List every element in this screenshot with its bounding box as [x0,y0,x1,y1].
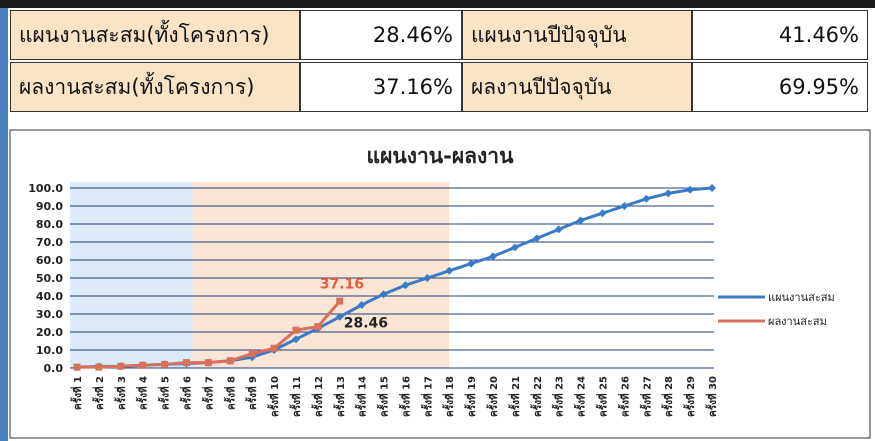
point-marker [642,194,651,203]
point-marker [292,326,300,334]
point-marker [664,189,673,198]
x-tick-label: ครั้งที่ 5 [158,376,172,410]
x-tick-label: ครั้งที่ 9 [245,376,259,410]
x-tick-label: ครั้งที่ 1 [70,376,84,410]
x-tick-label: ครั้งที่ 8 [223,376,237,410]
shade-region [70,182,193,368]
label-cell: ผลงานสะสม(ทั้งโครงการ) [10,62,300,112]
x-tick-label: ครั้งที่ 14 [355,376,369,417]
x-tick-label: ครั้งที่ 25 [596,376,610,417]
point-marker [139,361,147,369]
x-tick-label: ครั้งที่ 10 [267,376,281,417]
point-marker [554,225,563,234]
point-marker [576,216,585,225]
point-marker [291,335,300,344]
x-tick-label: ครั้งที่ 13 [333,376,347,417]
legend-label: แผนงานสะสม [768,291,835,304]
x-tick-label: ครั้งที่ 17 [420,376,434,417]
chart-title: แผนงาน-ผลงาน [367,144,515,168]
x-tick-label: ครั้งที่ 16 [398,376,412,417]
value-cell: 37.16% [300,62,462,112]
y-tick-label: 20.0 [36,326,63,339]
legend-label: ผลงานสะสม [768,315,827,328]
point-marker [401,281,410,290]
x-tick-label: ครั้งที่ 21 [508,376,522,417]
y-tick-label: 100.0 [28,182,63,195]
label-cell: ผลงานปีปัจจุบัน [462,62,692,112]
y-tick-label: 70.0 [36,236,63,249]
x-tick-label: ครั้งที่ 28 [661,376,675,417]
x-tick-label: ครั้งที่ 6 [179,376,193,410]
point-marker [270,344,278,352]
value-cell: 41.46% [692,10,868,60]
x-tick-label: ครั้งที่ 22 [530,376,544,417]
point-marker [708,184,716,192]
x-tick-label: ครั้งที่ 29 [683,376,697,417]
top-bar [0,0,875,8]
point-marker [423,274,432,282]
point-marker [467,259,476,268]
point-marker [379,290,388,299]
x-tick-label: ครั้งที่ 11 [289,376,303,417]
y-tick-label: 90.0 [36,200,63,213]
point-marker [117,362,125,370]
y-tick-label: 30.0 [36,308,63,321]
x-tick-label: ครั้งที่ 20 [486,376,500,417]
point-marker [248,350,256,358]
point-marker [686,185,695,194]
point-marker [161,360,169,368]
point-marker [357,301,366,309]
point-marker [182,359,190,367]
x-tick-label: ครั้งที่ 27 [639,376,653,417]
side-stripe [0,8,8,441]
y-tick-label: 10.0 [36,344,63,357]
point-marker [95,363,103,371]
annotation: 37.16 [320,277,364,293]
x-tick-label: ครั้งที่ 15 [377,376,391,417]
point-marker [335,312,344,321]
x-tick-label: ครั้งที่ 7 [201,376,215,410]
x-tick-label: ครั้งที่ 26 [617,376,631,417]
label-cell: แผนงานสะสม(ทั้งโครงการ) [10,10,300,60]
x-tick-label: ครั้งที่ 4 [136,376,150,410]
point-marker [73,363,81,371]
point-marker [510,243,519,252]
x-tick-label: ครั้งที่ 19 [464,376,478,417]
point-marker [314,323,322,331]
x-tick-label: ครั้งที่ 12 [311,376,325,417]
y-tick-label: 80.0 [36,218,63,231]
x-tick-label: ครั้งที่ 2 [92,376,106,410]
point-marker [204,359,212,367]
label-cell: แผนงานปีปัจจุบัน [462,10,692,60]
point-marker [226,357,234,365]
y-tick-label: 50.0 [36,272,63,285]
y-tick-label: 60.0 [36,254,63,267]
point-marker [620,202,629,210]
y-tick-label: 40.0 [36,290,63,303]
annotation: 28.46 [344,316,388,332]
value-cell: 69.95% [692,62,868,112]
point-marker [489,252,498,261]
y-tick-label: 0.0 [44,362,64,375]
x-tick-label: ครั้งที่ 18 [442,376,456,417]
point-marker [445,266,454,275]
x-tick-label: ครั้งที่ 23 [552,376,566,417]
point-marker [532,234,541,243]
x-tick-label: ครั้งที่ 24 [574,376,588,417]
point-marker [336,297,344,305]
x-tick-label: ครั้งที่ 30 [705,376,719,417]
shade-region [192,182,450,368]
point-marker [598,209,607,218]
x-tick-label: ครั้งที่ 3 [114,376,128,410]
value-cell: 28.46% [300,10,462,60]
